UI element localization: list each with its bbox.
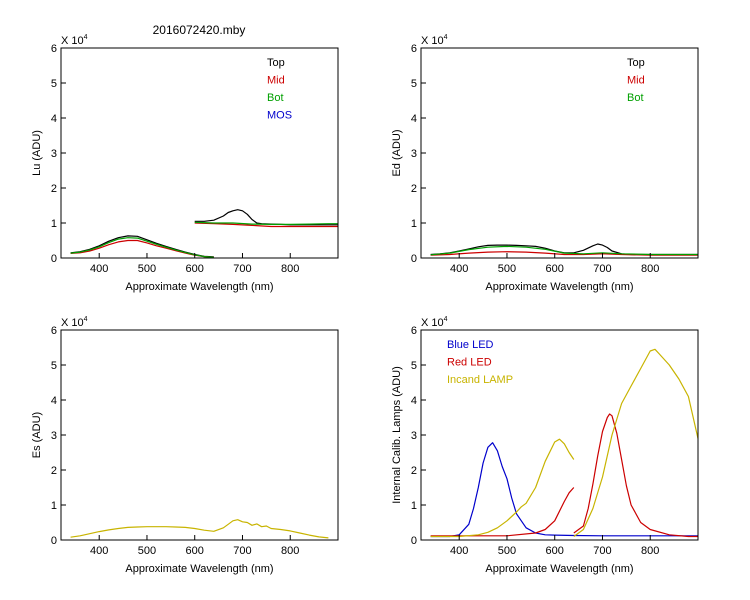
y-tick-label: 6 (411, 43, 417, 55)
y-tick-label: 4 (51, 113, 57, 125)
y-multiplier-exponent: 4 (84, 34, 88, 41)
chart-lu: 400 500 600 700 800 0 1 2 3 4 5 6 X 104 Approximate W… (31, 34, 339, 293)
x-tick-label: 500 (498, 263, 516, 275)
x-axis-label: Approximate Wavelength (nm) (485, 563, 633, 575)
x-tick-label: 400 (90, 545, 108, 557)
y-axis-label: Internal Calib. Lamps (ADU) (391, 366, 403, 504)
series-line-bot (194, 221, 338, 225)
legend-entry-bot: Bot (627, 92, 644, 104)
legend-entry-mid: Mid (267, 75, 285, 87)
legend-entry-blue-led: Blue LED (447, 339, 494, 351)
x-tick-label: 700 (593, 545, 611, 557)
y-multiplier-exponent: 4 (444, 34, 448, 41)
x-tick-label: 800 (281, 263, 299, 275)
y-tick-label: 6 (51, 325, 57, 337)
series-line-bot (430, 245, 698, 256)
x-axis-label: Approximate Wavelength (nm) (125, 563, 273, 575)
series-line-incand-lamp (573, 348, 699, 537)
y-tick-label: 3 (51, 430, 57, 442)
legend-entry-mos: MOS (267, 110, 292, 122)
series-line-es (70, 519, 329, 539)
y-tick-label: 3 (411, 148, 417, 160)
y-tick-label: 0 (51, 535, 57, 547)
y-axis-label: Es (ADU) (31, 412, 43, 458)
y-multiplier-exponent: 4 (84, 316, 88, 323)
y-tick-label: 6 (51, 43, 57, 55)
series-line-red-led (430, 487, 575, 537)
y-tick-label: 0 (411, 535, 417, 547)
y-tick-label: 1 (411, 218, 417, 230)
x-tick-label: 400 (450, 263, 468, 275)
x-tick-label: 500 (138, 263, 156, 275)
y-tick-label: 0 (411, 253, 417, 265)
legend-entry-red-led: Red LED (447, 357, 492, 369)
chart-lamps: 400 500 600 700 800 0 1 2 3 4 5 6 X 104 Approximate W… (391, 316, 699, 575)
y-tick-label: 5 (411, 360, 417, 372)
y-multiplier: X 104 (61, 316, 88, 329)
series-line-mid (194, 222, 338, 228)
legend-entry-top: Top (627, 57, 645, 69)
series-line-blue-led (430, 442, 698, 538)
x-tick-label: 600 (186, 545, 204, 557)
y-tick-label: 2 (411, 465, 417, 477)
x-tick-label: 500 (498, 545, 516, 557)
series-line-mid (430, 251, 698, 256)
y-tick-label: 5 (51, 78, 57, 90)
x-tick-label: 500 (138, 545, 156, 557)
y-axis-label: Ed (ADU) (391, 129, 403, 176)
legend-entry-incand-lamp: Incand LAMP (447, 374, 513, 386)
plot-frame (420, 47, 699, 259)
y-tick-label: 4 (411, 113, 417, 125)
x-axis-label: Approximate Wavelength (nm) (125, 281, 273, 293)
y-tick-label: 0 (51, 253, 57, 265)
series-line-incand-lamp (430, 438, 575, 538)
x-tick-label: 800 (641, 263, 659, 275)
x-tick-label: 700 (233, 263, 251, 275)
x-tick-label: 700 (593, 263, 611, 275)
y-multiplier-exponent: 4 (444, 316, 448, 323)
y-tick-label: 2 (411, 183, 417, 195)
y-tick-label: 4 (411, 395, 417, 407)
x-tick-label: 400 (90, 263, 108, 275)
x-tick-label: 600 (186, 263, 204, 275)
legend-entry-top: Top (267, 57, 285, 69)
y-tick-label: 3 (51, 148, 57, 160)
plot-frame (60, 329, 339, 541)
x-axis-label: Approximate Wavelength (nm) (485, 281, 633, 293)
chart-ed: 400 500 600 700 800 0 1 2 3 4 5 6 X 104 Approximate W… (391, 34, 699, 293)
y-tick-label: 3 (411, 430, 417, 442)
y-multiplier: X 104 (61, 34, 88, 47)
y-tick-label: 5 (411, 78, 417, 90)
y-tick-label: 1 (51, 500, 57, 512)
legend-entry-bot: Bot (267, 92, 284, 104)
chart-es: 400 500 600 700 800 0 1 2 3 4 5 6 X 104 Approximate W… (31, 316, 339, 575)
y-axis-label: Lu (ADU) (31, 130, 43, 176)
y-tick-label: 2 (51, 465, 57, 477)
x-tick-label: 600 (546, 263, 564, 275)
x-tick-label: 600 (546, 545, 564, 557)
y-tick-label: 5 (51, 360, 57, 372)
y-tick-label: 1 (51, 218, 57, 230)
legend-entry-mid: Mid (627, 75, 645, 87)
y-multiplier: X 104 (421, 34, 448, 47)
series-line-bot (70, 237, 214, 258)
x-tick-label: 700 (233, 545, 251, 557)
y-tick-label: 4 (51, 395, 57, 407)
y-multiplier: X 104 (421, 316, 448, 329)
figure-title: 2016072420.mby (153, 23, 246, 37)
y-tick-label: 2 (51, 183, 57, 195)
y-tick-label: 6 (411, 325, 417, 337)
x-tick-label: 800 (641, 545, 659, 557)
series-line-top (194, 209, 338, 226)
y-tick-label: 1 (411, 500, 417, 512)
x-tick-label: 800 (281, 545, 299, 557)
x-tick-label: 400 (450, 545, 468, 557)
series-line-red-led (573, 413, 698, 538)
